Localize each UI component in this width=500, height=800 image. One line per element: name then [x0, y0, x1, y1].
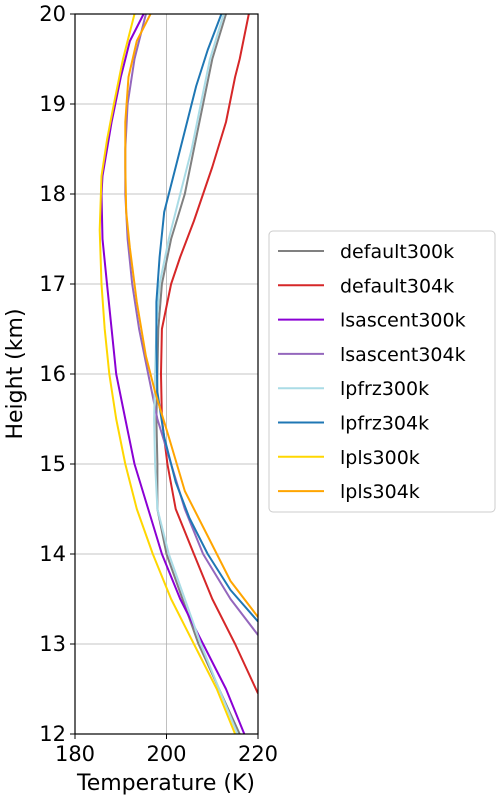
y-tick-label: 20	[39, 2, 66, 26]
y-tick-label: 16	[39, 362, 66, 386]
legend-label: lsascent304k	[340, 344, 466, 366]
y-tick-label: 19	[39, 92, 66, 116]
y-tick-label: 13	[39, 632, 66, 656]
series-line-lpls300k	[98, 14, 237, 734]
y-tick-label: 18	[39, 182, 66, 206]
series-line-lpls304k	[124, 14, 258, 618]
series-line-default300k	[155, 14, 241, 734]
series-line-lpfrz304k	[155, 14, 258, 623]
y-tick-label: 14	[39, 542, 66, 566]
legend-label: lpls300k	[340, 447, 420, 469]
x-tick-label: 200	[146, 742, 186, 766]
series-line-lsascent300k	[100, 14, 246, 734]
series-line-lsascent304k	[124, 14, 258, 636]
series-line-default304k	[160, 14, 258, 694]
x-tick-label: 220	[238, 742, 278, 766]
legend-label: default300k	[340, 241, 454, 263]
legend-label: lpfrz300k	[340, 378, 429, 400]
y-tick-label: 17	[39, 272, 66, 296]
legend: default300k default304k lsascent300k lsasce…	[268, 230, 496, 513]
y-tick-label: 15	[39, 452, 66, 476]
grid	[74, 13, 259, 735]
legend-label: lpfrz304k	[340, 413, 429, 435]
x-tick-label: 180	[55, 742, 95, 766]
y-axis-label: Height (km)	[3, 308, 28, 439]
series-lines	[98, 14, 258, 734]
legend-label: default304k	[340, 275, 454, 297]
legend-label: lsascent300k	[340, 310, 466, 332]
x-axis-label: Temperature (K)	[76, 771, 255, 796]
legend-frame	[268, 230, 496, 513]
legend-label: lpls304k	[340, 481, 420, 503]
y-tick-label: 12	[39, 722, 66, 746]
ticks: 180 200 220 12 13 14 15 16 17 18 19 20	[39, 2, 278, 766]
